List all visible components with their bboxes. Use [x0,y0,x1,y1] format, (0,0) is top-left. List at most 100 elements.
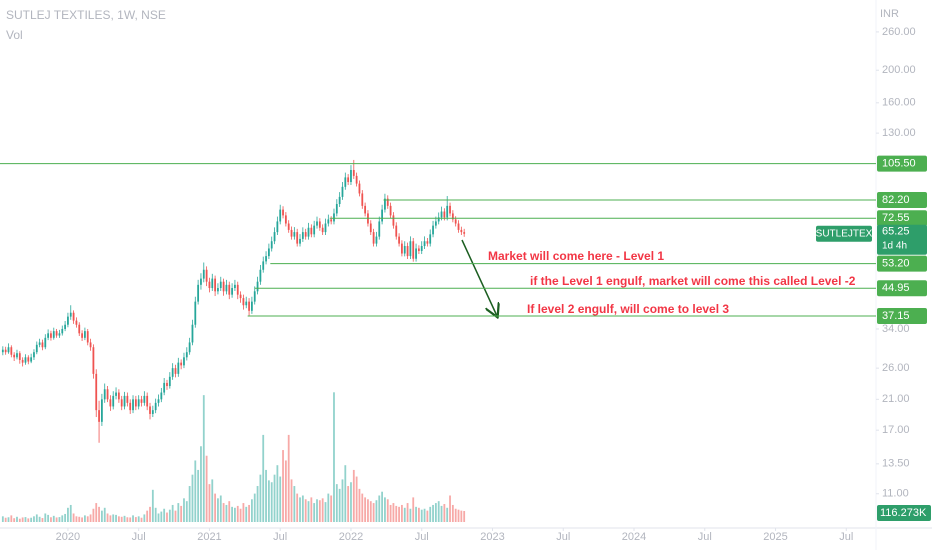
candle-body [378,221,381,237]
arrow [461,239,497,316]
volume-bar [67,507,69,522]
candle-body [401,243,403,254]
volume-bar [185,501,188,522]
candle-body [33,352,35,358]
candle-body [446,205,449,218]
volume-bar [35,514,38,522]
volume-bar [194,460,197,522]
candle-body [75,320,78,325]
candle-body [55,331,58,336]
candle-body [126,395,129,403]
candle-body [432,225,434,235]
candle-body [191,324,194,343]
volume-bar [279,476,282,522]
candle-body [256,281,259,292]
volume-bar [134,517,137,522]
volume-bar [61,515,64,522]
candle-body [134,399,137,407]
volume-bar [86,516,89,522]
volume-bar [251,499,253,522]
level-label-box [877,255,927,272]
candle-body [449,205,451,214]
volume-bar [149,506,151,522]
volume-bar [58,517,61,522]
volume-bar [440,505,443,522]
candle-body [18,353,21,360]
candle-body [231,288,233,295]
volume-bar [446,507,449,522]
x-tick-label: Jul [839,531,853,543]
level-label-box [877,192,927,209]
y-tick-label: 26.00 [882,362,910,374]
candle-body [163,382,166,393]
volume-bar [460,510,463,522]
candle-body [341,186,344,197]
candle-body [429,234,432,244]
volume-bar [234,507,236,522]
volume-bar [177,503,180,522]
volume-bar [197,469,200,522]
candle-body [344,177,347,187]
volume-bar [367,499,369,522]
candle-body [276,221,279,233]
volume-bar [239,508,242,522]
candle-body [259,269,262,282]
candle-body [61,328,64,334]
volume-title: Vol [6,28,23,42]
level-label-box [877,280,927,297]
volume-bar [437,501,440,522]
volume-bar [219,495,222,522]
candle-body [234,284,236,289]
candle-body [352,169,355,176]
volume-bar [236,505,239,522]
volume-bar [38,516,41,522]
candle-body [327,219,330,224]
volume-bar [259,474,262,522]
x-tick-label: 2020 [56,531,80,543]
level-label: 82.20 [882,194,910,206]
level-label: 53.20 [882,257,910,269]
volume-bar [330,495,333,522]
volume-bar [432,504,434,522]
candle-body [463,232,466,234]
candle-body [98,410,100,422]
x-tick-label: 2024 [622,531,646,543]
candle-body [72,312,75,321]
candle-body [333,213,335,222]
candle-body [437,217,440,222]
candle-body [208,281,211,289]
candle-body [103,389,106,400]
candle-body [109,399,112,407]
volume-bar [44,513,47,522]
candle-body [92,347,95,374]
volume-bar [310,497,313,522]
candle-body [214,278,217,292]
volume-bar [287,434,290,522]
last-price: 65.25 [882,226,910,238]
annotation: If level 2 engulf, will come to level 3 [527,302,729,316]
candle-body [236,284,239,295]
candle-body [115,392,117,396]
candle-body [132,399,134,411]
volume-bar [106,513,109,522]
candle-body [262,261,265,270]
volume-bar [7,517,10,522]
y-tick-label: 200.00 [882,64,916,76]
volume-bar [364,497,367,522]
volume-bar [225,504,228,522]
candle-body [200,278,202,285]
candle-body [440,211,443,218]
candle-body [310,227,313,235]
candle-body [389,205,392,216]
candle-body [69,312,72,317]
volume-bar [378,495,381,522]
candle-body [369,223,372,233]
candle-body [205,269,208,282]
candle-body [355,175,358,184]
volume-bar [120,516,123,522]
volume-bar [352,469,355,522]
candle-body [301,232,304,239]
candle-body [129,402,132,411]
candle-body [185,352,188,358]
